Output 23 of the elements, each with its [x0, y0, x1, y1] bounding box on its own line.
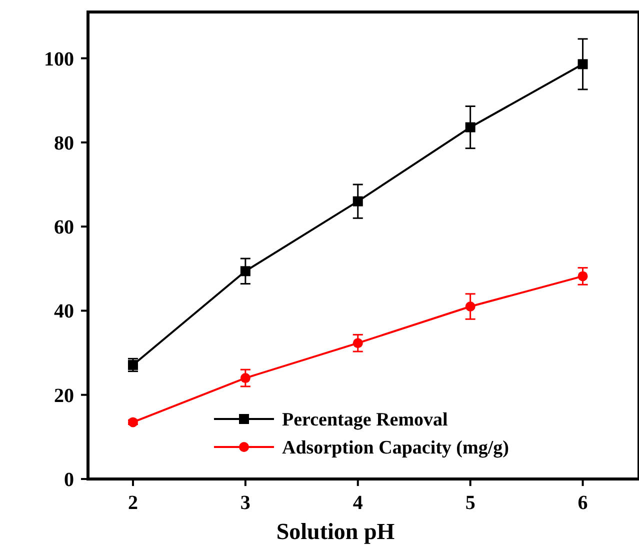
point [240, 266, 250, 276]
y-tick-label: 0 [64, 469, 74, 491]
point [578, 271, 588, 282]
point [352, 196, 363, 206]
x-tick-label: 6 [578, 492, 588, 514]
x-tick-label: 2 [128, 492, 138, 514]
x-tick-label: 3 [240, 492, 250, 514]
y-tick-label: 40 [54, 300, 74, 323]
point [240, 373, 250, 384]
x-axis-title: Solution pH [276, 519, 395, 544]
y-tick-label: 60 [54, 216, 74, 239]
legend-label: Adsorption Capacity (mg/g) [282, 438, 509, 459]
x-tick-label: 5 [465, 492, 476, 514]
point [465, 122, 476, 132]
point [578, 59, 588, 70]
x-tick-label: 4 [352, 492, 363, 514]
y-tick-label: 20 [54, 384, 74, 407]
point [352, 338, 363, 348]
y-tick-label: 100 [44, 48, 74, 70]
point [128, 360, 138, 370]
point [465, 302, 476, 312]
legend-label: Percentage Removal [282, 410, 448, 431]
y-tick-label: 80 [54, 132, 74, 154]
